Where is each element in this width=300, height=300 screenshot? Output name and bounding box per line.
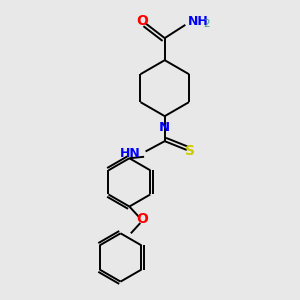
Text: N: N [159,122,170,134]
Text: 2: 2 [204,19,210,29]
Text: O: O [136,14,148,28]
Text: HN: HN [119,147,140,160]
Text: O: O [137,212,148,226]
Text: S: S [185,145,195,158]
Text: NH: NH [188,15,208,28]
